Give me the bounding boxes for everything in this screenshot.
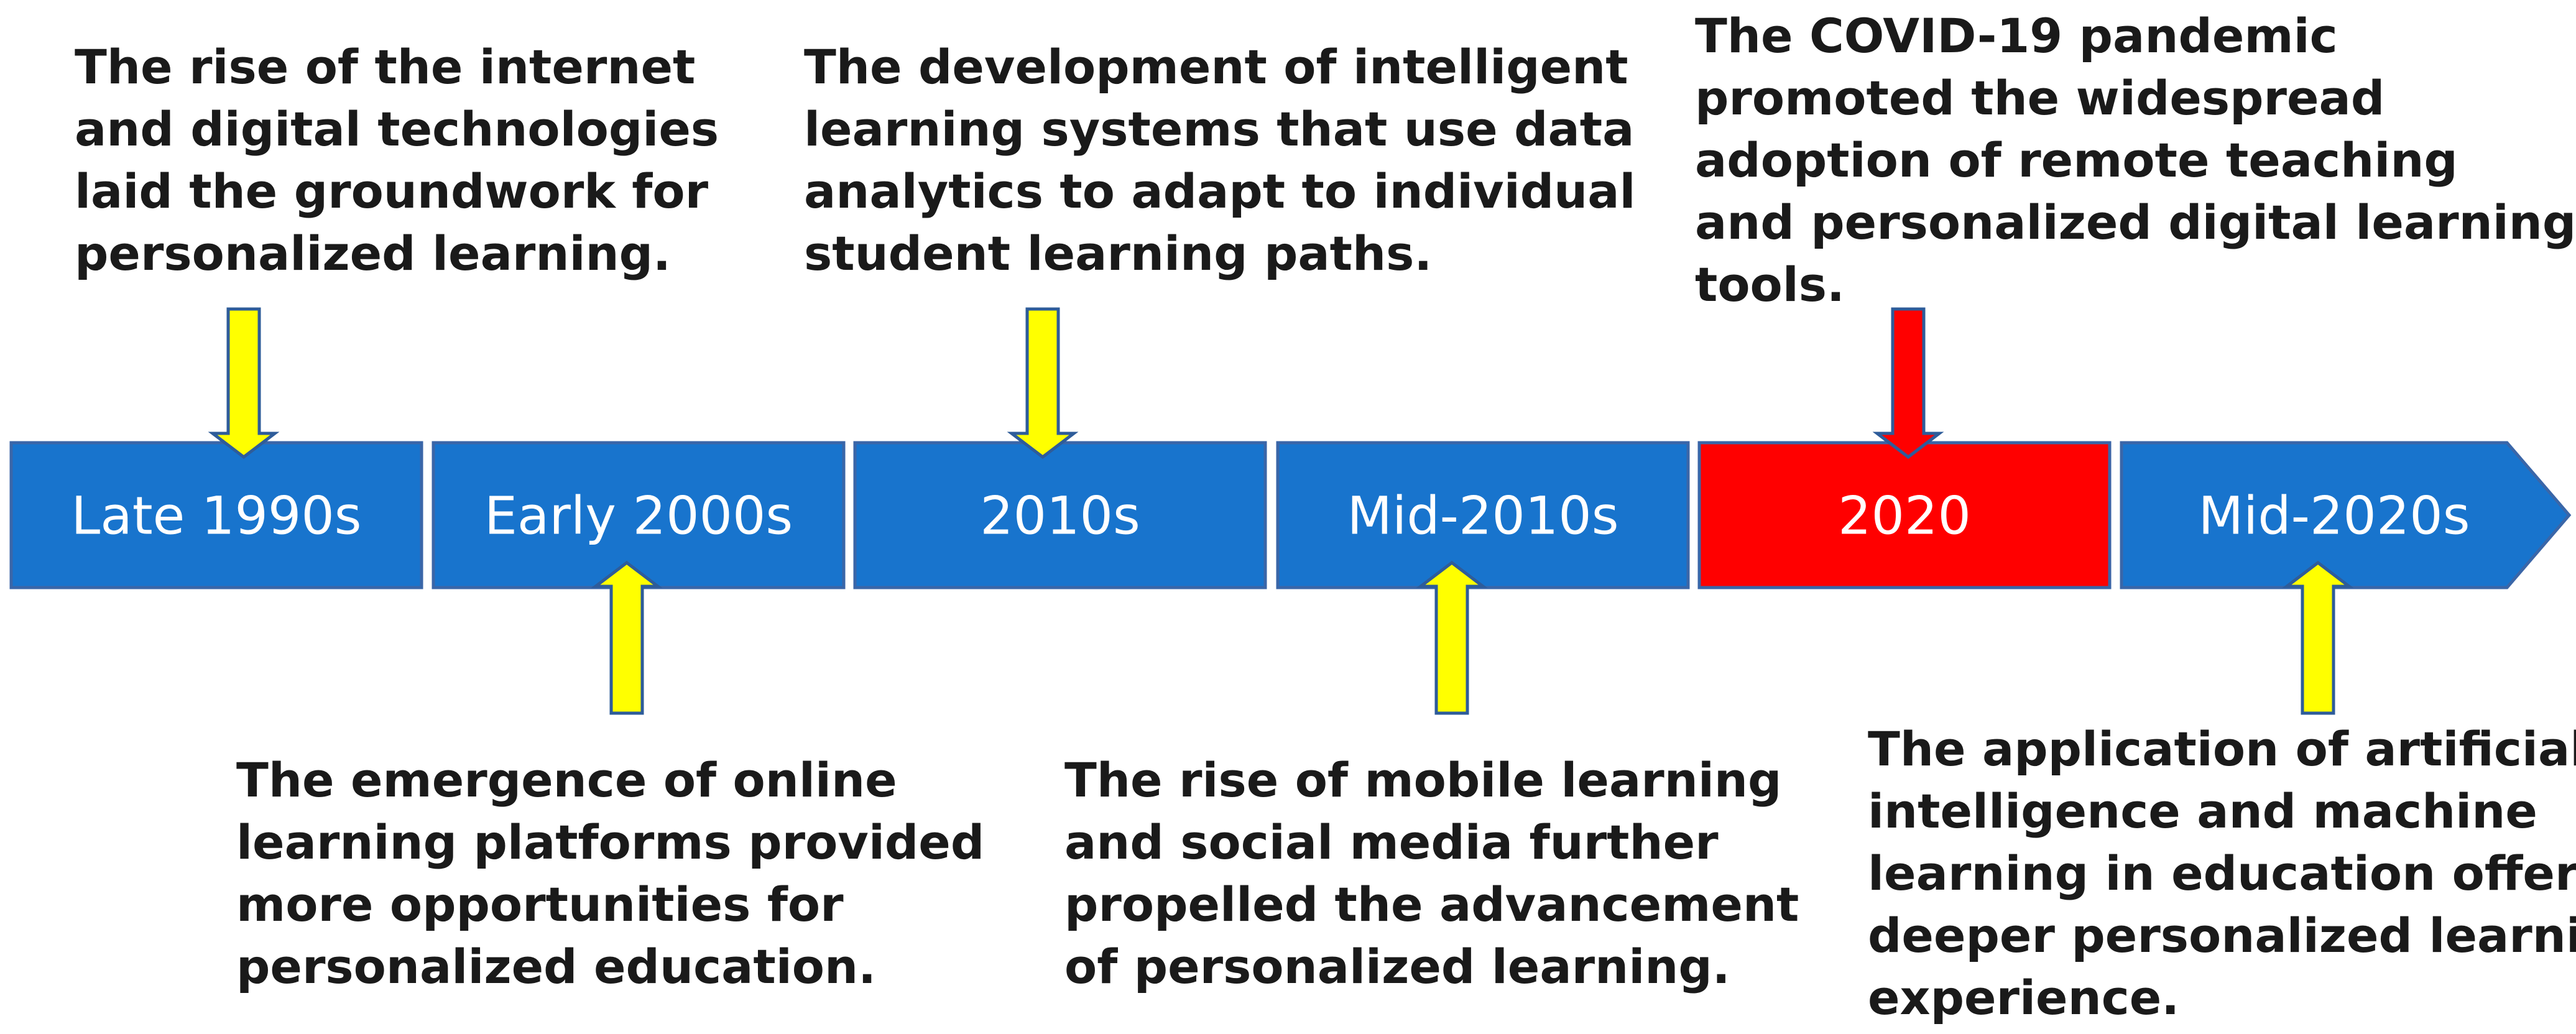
event-description-late-1990s: The rise of the internet and digital tech… xyxy=(75,36,719,285)
event-description-early-2000s: The emergence of online learning platform… xyxy=(236,749,984,998)
event-text-line: The emergence of online xyxy=(236,752,897,808)
event-text-line: learning in education offers a xyxy=(1868,846,2576,901)
event-text-line: The rise of mobile learning xyxy=(1064,752,1782,808)
timeline-segment-2010s xyxy=(853,441,1267,589)
event-text-line: of personalized learning. xyxy=(1064,939,1730,994)
pointer-arrow-early-2000s xyxy=(591,560,663,715)
event-text-line: and personalized digital learning xyxy=(1695,195,2576,250)
event-text-line: propelled the advancement xyxy=(1064,877,1799,932)
event-text-line: analytics to adapt to individual xyxy=(804,164,1636,219)
timeline-label-late-1990s: Late 1990s xyxy=(71,486,361,547)
event-text-line: personalized education. xyxy=(236,939,876,994)
event-text-line: student learning paths. xyxy=(804,226,1433,281)
timeline-label-2020: 2020 xyxy=(1838,486,1971,547)
pointer-arrow-mid-2020s xyxy=(2282,560,2354,715)
pointer-arrow-2020 xyxy=(1872,307,1944,459)
event-text-line: The rise of the internet xyxy=(75,39,696,95)
event-text-line: The application of artificial xyxy=(1868,721,2576,777)
timeline-segment-mid-2020s xyxy=(2120,441,2572,589)
event-text-line: intelligence and machine xyxy=(1868,783,2537,839)
event-description-2010s: The development of intelligent learning s… xyxy=(804,36,1636,285)
event-description-2020: The COVID-19 pandemic promoted the widesp… xyxy=(1695,5,2576,316)
timeline-segment-late-1990s xyxy=(9,441,423,589)
event-text-line: learning systems that use data xyxy=(804,101,1635,157)
event-text-line: more opportunities for xyxy=(236,877,844,932)
event-description-mid-2020s: The application of artificial intelligenc… xyxy=(1868,718,2576,1029)
event-text-line: deeper personalized learning xyxy=(1868,908,2576,963)
event-text-line: promoted the widespread xyxy=(1695,70,2385,126)
timeline-label-mid-2020s: Mid-2020s xyxy=(2199,486,2470,547)
timeline-label-mid-2010s: Mid-2010s xyxy=(1347,486,1619,547)
pointer-arrow-2010s xyxy=(1007,307,1079,459)
timeline-label-2010s: 2010s xyxy=(980,486,1140,547)
event-text-line: personalized learning. xyxy=(75,226,671,281)
pointer-arrow-mid-2010s xyxy=(1416,560,1488,715)
event-text-line: laid the groundwork for xyxy=(75,164,709,219)
event-text-line: The development of intelligent xyxy=(804,39,1628,95)
event-text-line: The COVID-19 pandemic xyxy=(1695,8,2338,63)
event-text-line: and digital technologies xyxy=(75,101,719,157)
timeline-segment-early-2000s xyxy=(432,441,846,589)
event-text-line: tools. xyxy=(1695,257,1845,312)
event-text-line: adoption of remote teaching xyxy=(1695,132,2458,188)
event-text-line: learning platforms provided xyxy=(236,815,985,870)
pointer-arrow-late-1990s xyxy=(208,307,280,459)
event-text-line: experience. xyxy=(1868,970,2180,1025)
event-description-mid-2010s: The rise of mobile learning and social me… xyxy=(1064,749,1799,998)
timeline-label-early-2000s: Early 2000s xyxy=(484,486,793,547)
timeline-segment-2020 xyxy=(1697,441,2112,589)
event-text-line: and social media further xyxy=(1064,815,1719,870)
